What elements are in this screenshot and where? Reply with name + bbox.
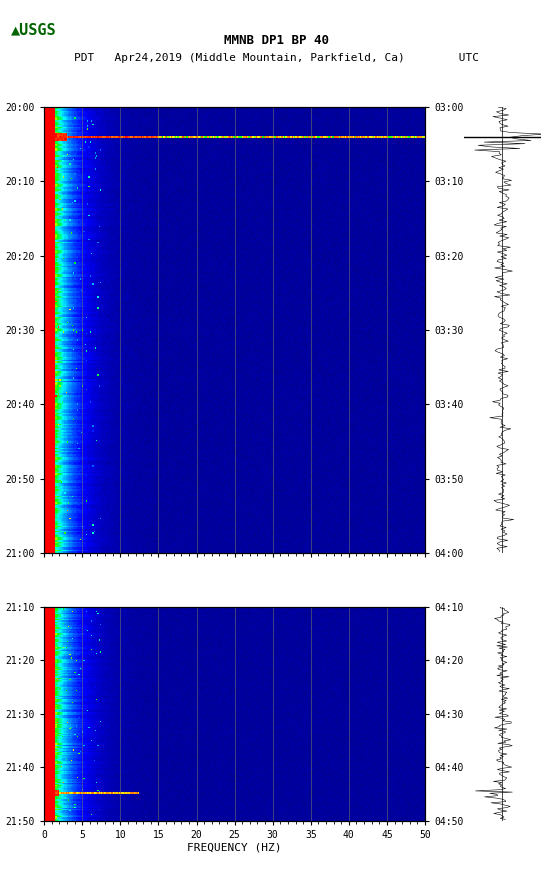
Text: MMNB DP1 BP 40: MMNB DP1 BP 40 bbox=[224, 34, 328, 46]
Text: PDT   Apr24,2019 (Middle Mountain, Parkfield, Ca)        UTC: PDT Apr24,2019 (Middle Mountain, Parkfie… bbox=[73, 53, 479, 63]
X-axis label: FREQUENCY (HZ): FREQUENCY (HZ) bbox=[187, 842, 282, 853]
Text: ▲USGS: ▲USGS bbox=[11, 22, 57, 37]
